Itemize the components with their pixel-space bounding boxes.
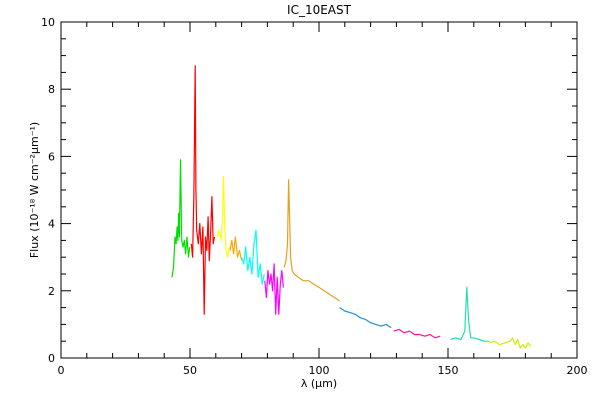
y-axis-label: Flux (10⁻¹⁸ W cm⁻²μm⁻¹) (28, 122, 41, 258)
spectrum-segment-2 (190, 65, 216, 315)
spectrum-segment-6 (264, 263, 284, 315)
spectrum-segment-8 (339, 307, 392, 329)
y-tick-label: 6 (48, 150, 55, 163)
y-tick-label: 10 (41, 16, 55, 29)
y-tick-label: 0 (48, 352, 55, 365)
y-tick-label: 4 (48, 218, 55, 231)
x-tick-label: 0 (58, 364, 65, 377)
y-tick-label: 8 (48, 83, 55, 96)
x-tick-label: 50 (183, 364, 197, 377)
spectrum-segment-7 (283, 179, 340, 302)
x-tick-label: 150 (438, 364, 459, 377)
spectrum-segment-1 (171, 159, 191, 278)
spectrum-segment-9 (393, 328, 441, 339)
series-group (171, 65, 532, 349)
x-axis-label: λ (μm) (301, 377, 337, 390)
x-axis: 0 50 100 150 200 (58, 22, 588, 377)
spectrum-segment-4 (229, 236, 243, 261)
y-tick-label: 2 (48, 285, 55, 298)
x-tick-label: 200 (567, 364, 588, 377)
chart-title: IC_10EAST (287, 3, 352, 17)
spectrum-segment-5 (241, 229, 265, 285)
spectrum-segment-11 (489, 337, 532, 349)
spectrum-segment-10 (450, 286, 490, 342)
spectrum-segment-3 (216, 176, 230, 258)
x-tick-label: 100 (309, 364, 330, 377)
y-axis: 0 2 4 6 8 10 (41, 16, 577, 365)
plot-frame (60, 21, 578, 359)
